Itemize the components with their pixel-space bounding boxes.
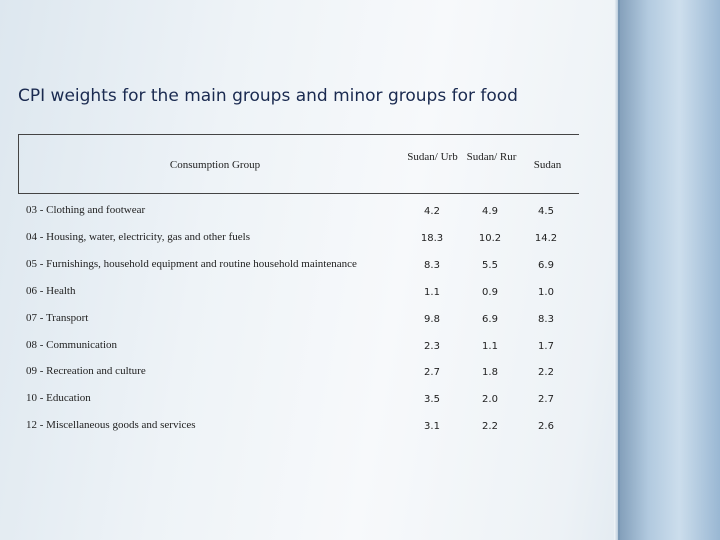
- row-label: 06 - Health: [26, 284, 76, 297]
- cell-value: 5.5: [482, 259, 498, 271]
- cell-value: 18.3: [420, 232, 444, 244]
- decor-edge: [614, 0, 620, 540]
- cell-value: 2.7: [538, 394, 554, 406]
- table-row: 06 - Health 1.1 0.9 1.0: [0, 285, 620, 305]
- cell-value: 3.1: [424, 421, 440, 433]
- column-header: Sudan: [533, 159, 562, 171]
- table-row: 08 - Communication 2.3 1.1 1.7: [0, 339, 620, 359]
- cell-value: 3.5: [424, 394, 440, 406]
- table-row: 12 - Miscellaneous goods and services 3.1…: [0, 419, 620, 439]
- row-label: 07 - Transport: [26, 311, 89, 324]
- cell-value: 6.9: [482, 313, 498, 325]
- cell-value: 2.2: [482, 421, 498, 433]
- cell-value: 1.1: [482, 340, 498, 352]
- table-row: 05 - Furnishings, household equipment an…: [0, 258, 620, 278]
- cell-value: 4.5: [538, 206, 554, 217]
- cell-value: 2.7: [424, 367, 440, 379]
- table-row: 09 - Recreation and culture 2.7 1.8 2.2: [0, 365, 620, 385]
- cell-value: 2.6: [538, 421, 554, 433]
- cell-value: 6.9: [538, 259, 554, 271]
- cell-value: 1.0: [538, 286, 554, 298]
- table-row: 04 - Housing, water, electricity, gas an…: [0, 231, 620, 251]
- row-label: 10 - Education: [26, 392, 91, 405]
- column-header: Consumption Group: [169, 159, 261, 171]
- table-row: 03 - Clothing and footwear 4.2 4.9 4.5: [0, 204, 620, 224]
- row-label: 08 - Communication: [26, 338, 118, 351]
- cell-value: 1.1: [424, 286, 440, 298]
- slide-title: CPI weights for the main groups and mino…: [18, 86, 518, 106]
- table-row: 07 - Transport 9.8 6.9 8.3: [0, 312, 620, 332]
- cell-value: 10.2: [478, 232, 502, 244]
- cell-value: 14.2: [534, 232, 558, 244]
- row-label: 03 - Clothing and footwear: [26, 204, 146, 216]
- cell-value: 8.3: [424, 259, 440, 271]
- cell-value: 8.3: [538, 313, 554, 325]
- row-label: 05 - Furnishings, household equipment an…: [26, 257, 357, 270]
- cell-value: 4.2: [424, 206, 440, 217]
- cell-value: 4.9: [482, 206, 498, 217]
- column-header: Sudan/ Urb: [407, 151, 458, 163]
- row-label: 12 - Miscellaneous goods and services: [26, 419, 196, 432]
- cell-value: 2.3: [424, 340, 440, 352]
- decor-band: [618, 0, 720, 540]
- cell-value: 1.7: [538, 340, 554, 352]
- row-label: 04 - Housing, water, electricity, gas an…: [26, 230, 250, 243]
- cell-value: 1.8: [482, 367, 498, 379]
- cell-value: 0.9: [482, 286, 498, 298]
- row-label: 09 - Recreation and culture: [26, 365, 146, 378]
- cell-value: 2.2: [538, 367, 554, 379]
- column-header: Sudan/ Rur: [466, 151, 517, 163]
- cell-value: 9.8: [424, 313, 440, 325]
- table-header: [18, 134, 579, 194]
- cell-value: 2.0: [482, 394, 498, 406]
- table-row: 10 - Education 3.5 2.0 2.7: [0, 392, 620, 412]
